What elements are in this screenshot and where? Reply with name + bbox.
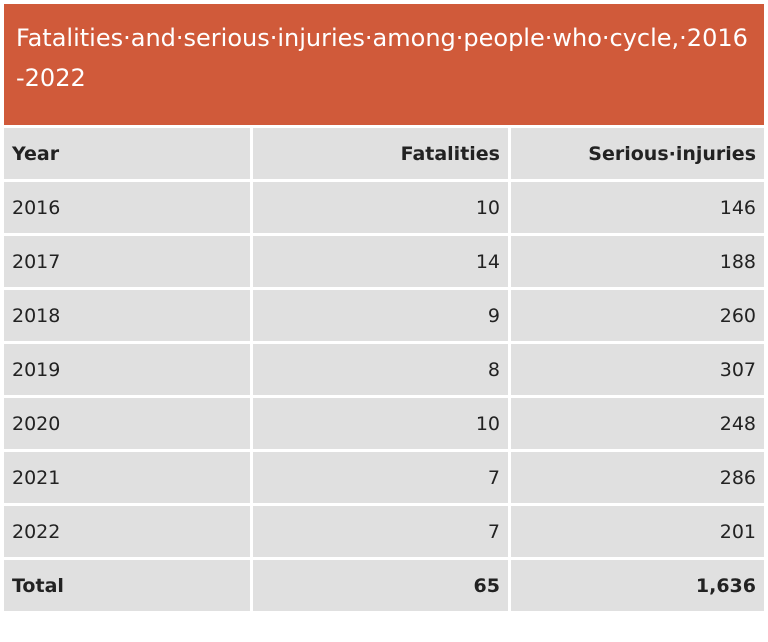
data-row: 2018 9 260 (4, 287, 764, 341)
row-label: Year (4, 125, 253, 179)
data-row: 2020 10 248 (4, 395, 764, 449)
table-title: Fatalities·and·serious·injuries·among·pe… (4, 4, 764, 125)
cell: 7 (253, 449, 511, 503)
cell: 201 (511, 503, 764, 557)
row-label: 2017 (4, 233, 253, 287)
cell: 260 (511, 287, 764, 341)
data-row: 2019 8 307 (4, 341, 764, 395)
cell: Fatalities (253, 125, 511, 179)
cell: 286 (511, 449, 764, 503)
total-row: Total 65 1,636 (4, 557, 764, 611)
data-row: 2016 10 146 (4, 179, 764, 233)
cell: 307 (511, 341, 764, 395)
row-label: 2020 (4, 395, 253, 449)
cell: 10 (253, 395, 511, 449)
cell: 1,636 (511, 557, 764, 611)
cell: 14 (253, 233, 511, 287)
data-row: 2022 7 201 (4, 503, 764, 557)
row-label: 2022 (4, 503, 253, 557)
header-row: Year Fatalities Serious·injuries (4, 125, 764, 179)
cell: 7 (253, 503, 511, 557)
cell: Serious·injuries (511, 125, 764, 179)
cell: 9 (253, 287, 511, 341)
row-label: Total (4, 557, 253, 611)
cell: 65 (253, 557, 511, 611)
data-row: 2017 14 188 (4, 233, 764, 287)
data-row: 2021 7 286 (4, 449, 764, 503)
cell: 248 (511, 395, 764, 449)
row-label: 2018 (4, 287, 253, 341)
row-label: 2019 (4, 341, 253, 395)
row-label: 2021 (4, 449, 253, 503)
cell: 146 (511, 179, 764, 233)
cell: 8 (253, 341, 511, 395)
table-body: Year Fatalities Serious·injuries 2016 10 146 2… (4, 125, 764, 611)
data-table: Year Fatalities Serious·injuries 2016 10 146 2… (4, 125, 764, 611)
cell: 10 (253, 179, 511, 233)
row-label: 2016 (4, 179, 253, 233)
cell: 188 (511, 233, 764, 287)
